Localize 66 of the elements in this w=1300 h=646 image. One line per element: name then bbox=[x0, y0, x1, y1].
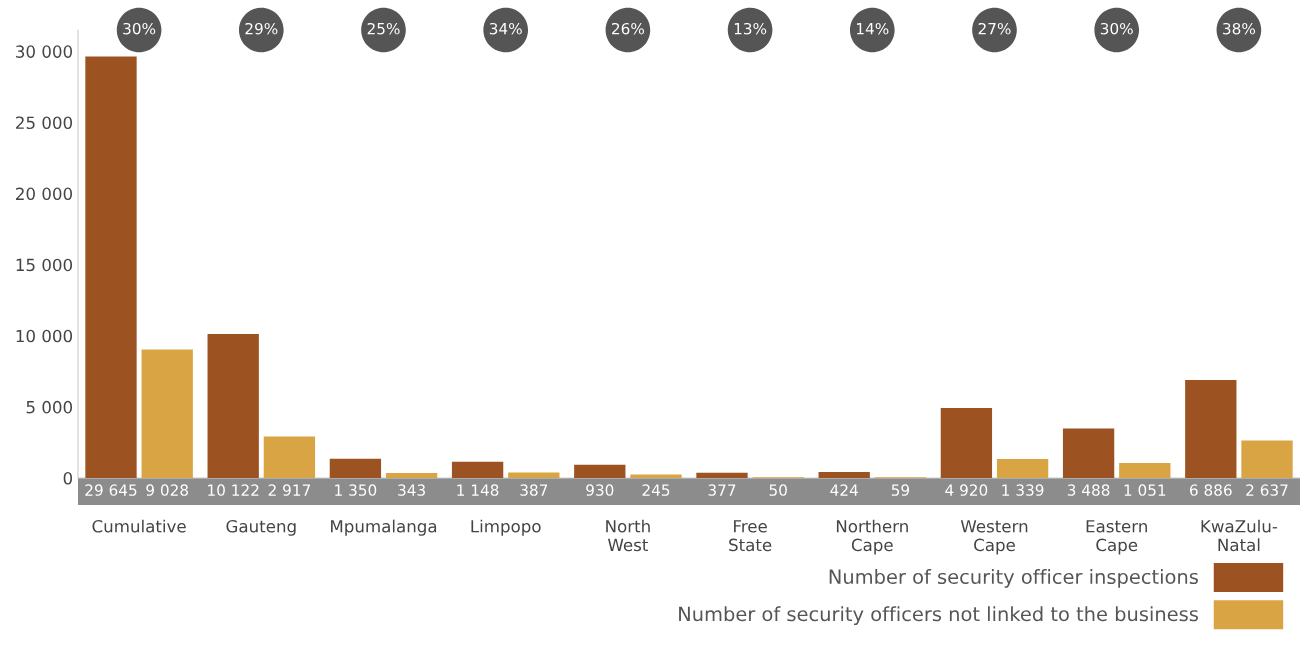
text: 1 148 bbox=[457, 484, 499, 496]
x-tick-label: KwaZulu-Natal bbox=[1201, 519, 1278, 552]
text: 377 bbox=[708, 484, 736, 496]
text: 2 917 bbox=[268, 484, 310, 496]
bar bbox=[696, 472, 748, 478]
x-tick-label: Cumulative bbox=[92, 519, 186, 533]
annotation: 25% bbox=[367, 22, 400, 35]
bar bbox=[1185, 380, 1237, 478]
text: 59 bbox=[891, 484, 910, 496]
annotation: 38% bbox=[1223, 22, 1256, 35]
annotation: 27% bbox=[978, 22, 1011, 35]
annotation: 34% bbox=[489, 22, 522, 35]
x-tick-label: North West bbox=[606, 519, 650, 552]
annotation: 26% bbox=[612, 22, 645, 35]
bar bbox=[451, 461, 504, 478]
y-tick-label: 0 bbox=[63, 471, 73, 485]
legend-label: Number of security officers not linked to the business bbox=[679, 606, 1198, 626]
bar bbox=[1062, 428, 1115, 478]
text: 6 886 bbox=[1189, 484, 1232, 496]
y-tick-label: 20 000 bbox=[16, 187, 73, 201]
text: 1 339 bbox=[1002, 484, 1044, 496]
x-tick-label: Western Cape bbox=[960, 520, 1028, 555]
bar bbox=[141, 349, 193, 478]
text: 387 bbox=[520, 484, 548, 496]
annotation: 29% bbox=[245, 22, 278, 35]
text: 9 028 bbox=[146, 484, 189, 496]
text: 4 920 bbox=[945, 484, 988, 496]
bar bbox=[818, 471, 870, 478]
bar bbox=[263, 436, 316, 478]
bar bbox=[329, 458, 382, 478]
text: 343 bbox=[398, 484, 425, 496]
x-tick-label: Limpopo bbox=[471, 519, 541, 536]
y-tick-label: 15 000 bbox=[16, 258, 73, 272]
x-tick-label: Northern Cape bbox=[836, 519, 908, 555]
x-tick-label: Eastern Cape bbox=[1086, 520, 1147, 555]
text: 1 051 bbox=[1124, 484, 1166, 496]
y-tick-label: 25 000 bbox=[16, 116, 73, 130]
x-tick-label: Gauteng bbox=[226, 519, 296, 536]
bar bbox=[574, 464, 626, 478]
text: 50 bbox=[769, 484, 787, 496]
annotation: 30% bbox=[1100, 22, 1133, 35]
text: 930 bbox=[586, 484, 614, 496]
text: 2 637 bbox=[1246, 484, 1288, 496]
text: 29 645 bbox=[85, 484, 137, 496]
legend-label: Number of security officer inspections bbox=[829, 569, 1198, 588]
text: 3 488 bbox=[1067, 484, 1110, 496]
y-tick-label: 10 000 bbox=[16, 329, 73, 343]
x-tick-label: Free State bbox=[729, 520, 772, 552]
text: 1 350 bbox=[335, 484, 377, 496]
annotation: 30% bbox=[123, 22, 156, 35]
bar bbox=[996, 458, 1049, 478]
y-tick-label: 30 000 bbox=[16, 45, 73, 58]
bar bbox=[508, 472, 560, 478]
annotation: 13% bbox=[734, 22, 767, 35]
text: 245 bbox=[642, 484, 670, 496]
text: 10 122 bbox=[208, 484, 259, 496]
bar bbox=[1119, 463, 1171, 478]
bar bbox=[207, 334, 259, 478]
annotation: 14% bbox=[857, 22, 889, 35]
bar bbox=[385, 473, 438, 478]
text: 424 bbox=[830, 484, 858, 496]
bar bbox=[940, 408, 993, 478]
x-tick-label: Mpumalanga bbox=[331, 519, 437, 536]
y-tick-label: 5 000 bbox=[26, 400, 73, 414]
bar bbox=[85, 56, 137, 478]
bar bbox=[1241, 440, 1293, 478]
